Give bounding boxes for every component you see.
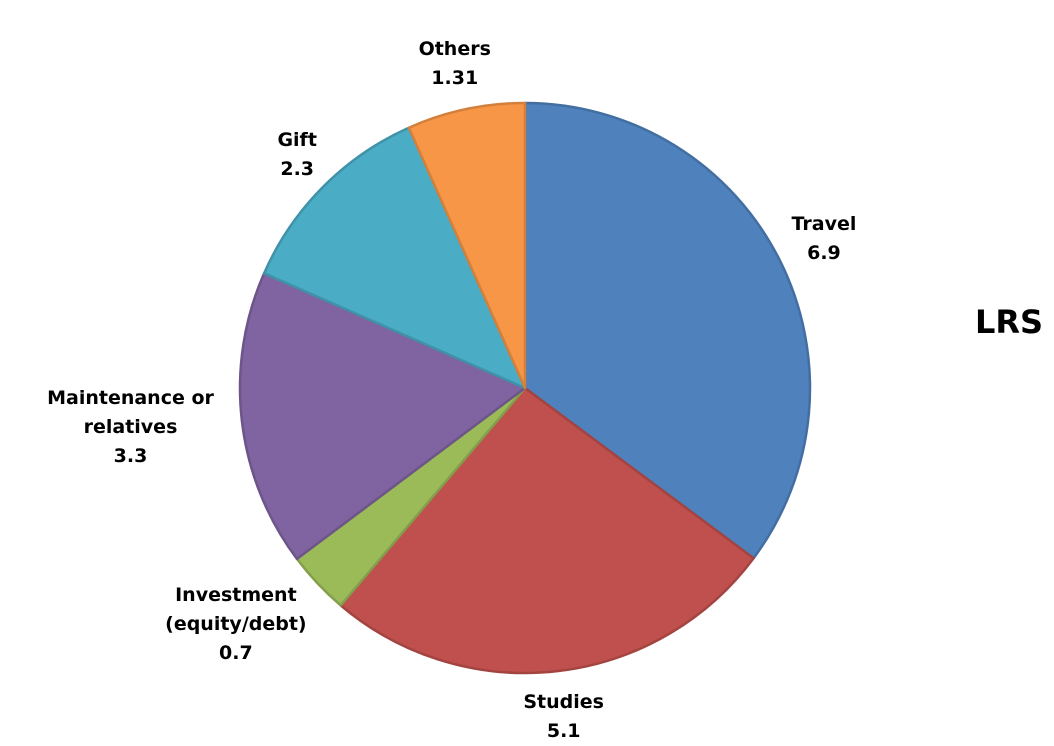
slice-label: Studies 5.1 <box>523 688 604 746</box>
pie-slice <box>238 272 527 561</box>
slice-category: Studies <box>523 690 604 713</box>
slice-value: 3.3 <box>113 445 148 467</box>
pie-slice <box>407 101 527 390</box>
slice-value: 1.31 <box>431 67 479 90</box>
chart <box>238 101 812 675</box>
pie-slice <box>339 386 755 675</box>
page: {"chart_data": {"type": "pie", "title": … <box>36 35 1044 742</box>
slice-label: Maintenance or relatives 3.3 <box>36 384 226 471</box>
slice-label: Gift 2.3 <box>277 126 316 184</box>
slice-label: Investment (equity/debt) 0.7 <box>141 581 331 668</box>
chart-title: LRS <box>975 303 1044 341</box>
pie-slice <box>262 126 527 390</box>
pie-slice <box>523 101 812 560</box>
slice-category: Travel <box>791 213 857 236</box>
slice-label: Travel 6.9 <box>792 210 857 268</box>
slice-value: 2.3 <box>280 157 315 180</box>
slice-category: Investment (equity/debt) <box>165 584 307 636</box>
slice-category: Maintenance or relatives <box>47 387 214 438</box>
slice-value: 0.7 <box>219 642 253 665</box>
slice-category: Gift <box>277 128 317 151</box>
slice-label: Others 1.31 <box>419 35 491 93</box>
slice-value: 6.9 <box>807 242 841 265</box>
slice-value: 5.1 <box>546 719 581 742</box>
slice-category: Others <box>418 38 491 61</box>
